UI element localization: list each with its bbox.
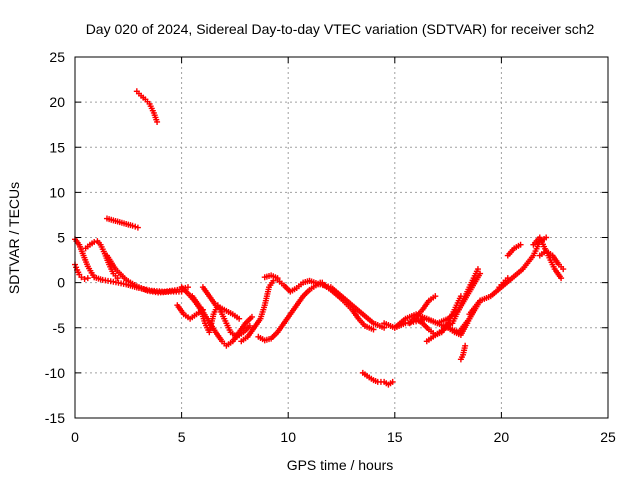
x-tick-label: 0: [71, 429, 79, 445]
y-axis-label: SDTVAR / TECUs: [6, 182, 22, 294]
y-tick-label: 10: [49, 184, 65, 200]
series-arc-26: [496, 275, 511, 291]
series-arc-11: [238, 276, 313, 345]
data-point: [543, 234, 550, 241]
series-arc-6: [103, 252, 185, 296]
data-point: [199, 306, 206, 313]
data-point: [84, 275, 91, 282]
data-point: [73, 264, 80, 271]
data-point: [246, 322, 253, 329]
series-arc-13: [261, 272, 281, 282]
x-tick-label: 5: [178, 429, 186, 445]
x-tick-label: 10: [280, 429, 296, 445]
series-arc-25: [504, 241, 524, 259]
grid-lines: [75, 57, 608, 418]
data-point: [184, 284, 191, 291]
data-point: [236, 315, 243, 322]
series-arc-28: [536, 248, 567, 273]
data-point: [78, 274, 85, 281]
data-point: [81, 276, 88, 283]
plot-frame: [74, 56, 609, 419]
y-tick-label: -5: [53, 320, 66, 336]
y-tick-label: -10: [45, 365, 65, 381]
series-arc-9: [174, 302, 206, 322]
y-tick-label: 20: [49, 94, 65, 110]
series-arc-16: [359, 369, 396, 388]
series-arc-2: [103, 215, 141, 231]
series-arc-1: [133, 88, 161, 125]
data-point: [154, 118, 161, 125]
data-point: [558, 275, 565, 282]
data-point: [389, 378, 396, 385]
chart-title: Day 020 of 2024, Sidereal Day-to-day VTE…: [86, 21, 595, 37]
data-point: [114, 275, 121, 282]
x-tick-label: 25: [600, 429, 616, 445]
data-point: [504, 275, 511, 282]
x-tick-label: 20: [494, 429, 510, 445]
data-points: [72, 88, 567, 388]
data-point: [560, 266, 567, 273]
series-arc-23: [457, 342, 469, 363]
data-point: [248, 313, 255, 320]
data-point: [432, 293, 439, 300]
series-arc-21: [423, 266, 481, 345]
tick-labels: 0 5 10 15 20 25 -15 -10 -5 0 5 10 15 20 25: [45, 49, 616, 445]
series-arc-27: [530, 234, 565, 282]
data-point: [370, 326, 377, 333]
series-arc-10: [199, 284, 243, 322]
series-arc-15: [317, 279, 377, 333]
series-arc-24: [466, 234, 550, 318]
x-tick-label: 15: [387, 429, 403, 445]
data-point: [474, 266, 481, 273]
data-point: [517, 241, 524, 248]
y-tick-label: -15: [45, 410, 65, 426]
y-tick-label: 0: [57, 275, 65, 291]
data-point: [91, 239, 98, 246]
series-arc-8: [189, 293, 255, 349]
data-point: [462, 342, 469, 349]
y-tick-label: 15: [49, 139, 65, 155]
x-axis-label: GPS time / hours: [287, 457, 394, 473]
y-tick-label: 25: [49, 49, 65, 65]
data-point: [274, 275, 281, 282]
data-point: [134, 224, 141, 231]
y-tick-label: 5: [57, 230, 65, 246]
